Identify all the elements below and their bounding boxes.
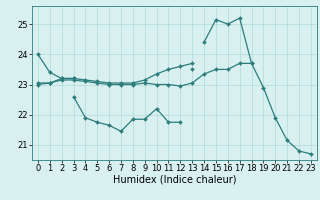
X-axis label: Humidex (Indice chaleur): Humidex (Indice chaleur) bbox=[113, 175, 236, 185]
